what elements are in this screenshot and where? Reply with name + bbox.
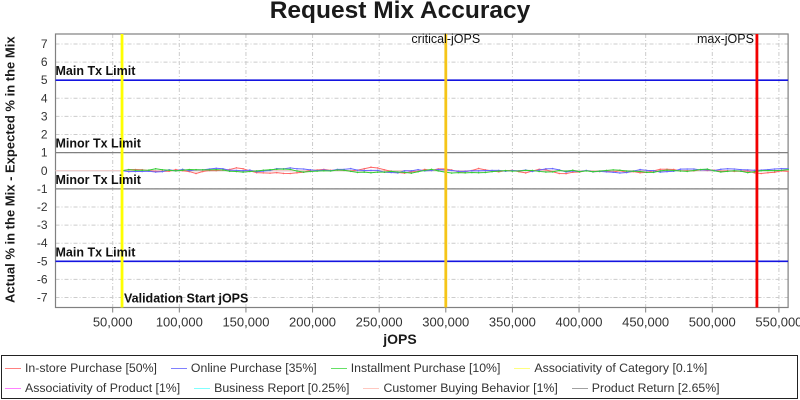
svg-text:max-jOPS: max-jOPS — [697, 32, 754, 46]
svg-text:-5: -5 — [37, 254, 48, 268]
svg-text:350,000: 350,000 — [489, 315, 536, 330]
svg-text:7: 7 — [41, 37, 48, 51]
svg-text:6: 6 — [41, 55, 48, 69]
svg-text:-4: -4 — [37, 236, 48, 250]
svg-text:1: 1 — [41, 146, 48, 160]
svg-text:100,000: 100,000 — [156, 315, 203, 330]
svg-text:400,000: 400,000 — [556, 315, 603, 330]
svg-text:-7: -7 — [37, 291, 48, 305]
svg-text:-3: -3 — [37, 218, 48, 232]
svg-text:200,000: 200,000 — [289, 315, 336, 330]
svg-text:3: 3 — [41, 109, 48, 123]
svg-text:4: 4 — [41, 91, 48, 105]
svg-text:-1: -1 — [37, 182, 48, 196]
svg-text:2: 2 — [41, 128, 48, 142]
svg-text:-2: -2 — [37, 200, 48, 214]
svg-text:-6: -6 — [37, 272, 48, 286]
svg-text:Main Tx Limit: Main Tx Limit — [56, 245, 137, 259]
svg-text:Validation Start jOPS: Validation Start jOPS — [124, 292, 248, 306]
svg-text:Main Tx Limit: Main Tx Limit — [56, 64, 137, 78]
svg-text:450,000: 450,000 — [622, 315, 669, 330]
svg-text:Minor Tx Limit: Minor Tx Limit — [56, 173, 142, 187]
svg-text:50,000: 50,000 — [93, 315, 133, 330]
svg-text:critical-jOPS: critical-jOPS — [411, 32, 480, 46]
svg-text:300,000: 300,000 — [422, 315, 469, 330]
svg-text:5: 5 — [41, 73, 48, 87]
svg-text:550,000: 550,000 — [755, 315, 800, 330]
svg-text:0: 0 — [41, 164, 48, 178]
svg-text:150,000: 150,000 — [222, 315, 269, 330]
svg-text:250,000: 250,000 — [356, 315, 403, 330]
svg-text:Minor Tx Limit: Minor Tx Limit — [56, 137, 142, 151]
svg-text:500,000: 500,000 — [689, 315, 736, 330]
